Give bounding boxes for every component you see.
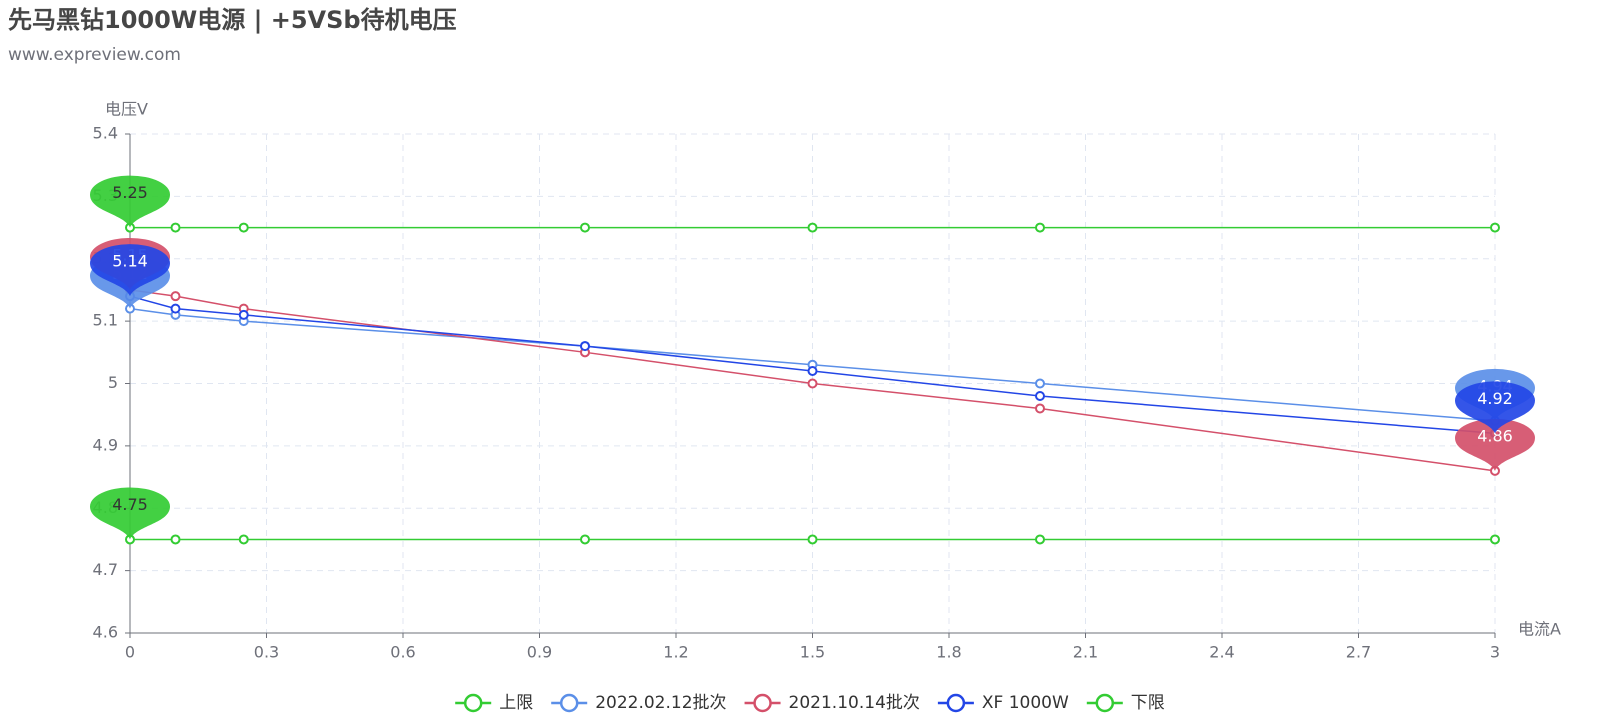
legend: 上限 2022.02.12批次 2021.10.14批次 XF 1000W 下限 bbox=[455, 693, 1165, 713]
point bbox=[170, 222, 181, 233]
y-tick-label: 5 bbox=[108, 373, 118, 392]
legend-label: 下限 bbox=[1131, 693, 1165, 713]
legend-marker bbox=[559, 693, 579, 713]
point bbox=[807, 222, 818, 233]
chart-title: 先马黑钻1000W电源 | +5VSb待机电压 bbox=[8, 6, 457, 34]
chart-subtitle: www.expreview.com bbox=[8, 45, 181, 65]
pin-label: 5.25 bbox=[112, 183, 148, 202]
legend-marker bbox=[1095, 693, 1115, 713]
y-tick-label: 5.4 bbox=[93, 124, 118, 143]
pin-label: 4.75 bbox=[112, 495, 148, 514]
pin bbox=[1455, 381, 1535, 434]
legend-marker bbox=[463, 693, 483, 713]
point bbox=[807, 378, 818, 389]
legend-label: XF 1000W bbox=[982, 693, 1069, 713]
point bbox=[1035, 390, 1045, 401]
y-tick-label: 4.6 bbox=[93, 623, 118, 642]
point bbox=[580, 534, 590, 545]
point bbox=[1490, 534, 1500, 545]
point bbox=[580, 341, 590, 352]
x-tick-label: 0.9 bbox=[527, 643, 552, 662]
point bbox=[1490, 222, 1500, 233]
y-tick-label: 4.7 bbox=[93, 560, 118, 579]
y-axis-label: 电压V bbox=[105, 100, 148, 119]
x-tick-label: 0.6 bbox=[390, 643, 415, 662]
y-tick-label: 4.9 bbox=[93, 435, 118, 454]
x-tick-label: 2.1 bbox=[1073, 643, 1098, 662]
point bbox=[170, 303, 181, 314]
point bbox=[1035, 403, 1045, 414]
point bbox=[1035, 534, 1045, 545]
x-tick-label: 1.2 bbox=[663, 643, 688, 662]
point bbox=[1035, 378, 1045, 389]
x-tick-label: 0.3 bbox=[254, 643, 279, 662]
point bbox=[238, 309, 249, 320]
x-tick-label: 3 bbox=[1490, 643, 1500, 662]
y-tick-label: 5.1 bbox=[93, 311, 118, 330]
x-axis-label: 电流A bbox=[1518, 620, 1561, 639]
pin-label: 5.14 bbox=[112, 252, 148, 271]
legend-label: 2022.02.12批次 bbox=[595, 693, 726, 713]
pin-label: 4.86 bbox=[1477, 426, 1513, 445]
legend-label: 2021.10.14批次 bbox=[789, 693, 920, 713]
point bbox=[238, 222, 249, 233]
point bbox=[170, 534, 181, 545]
point bbox=[170, 291, 181, 302]
point bbox=[580, 222, 590, 233]
legend-marker bbox=[946, 693, 966, 713]
x-tick-label: 1.5 bbox=[800, 643, 825, 662]
legend-label: 上限 bbox=[499, 693, 533, 713]
x-tick-label: 2.7 bbox=[1346, 643, 1371, 662]
pin bbox=[90, 175, 170, 228]
pin bbox=[90, 244, 170, 297]
point bbox=[238, 534, 249, 545]
pin-label: 4.92 bbox=[1477, 389, 1513, 408]
x-tick-label: 1.8 bbox=[936, 643, 961, 662]
point bbox=[1035, 222, 1045, 233]
point bbox=[807, 534, 818, 545]
pin bbox=[90, 487, 170, 540]
x-tick-label: 2.4 bbox=[1209, 643, 1234, 662]
x-tick-label: 0 bbox=[125, 643, 135, 662]
legend-marker bbox=[753, 693, 772, 713]
pin bbox=[1455, 418, 1535, 471]
point bbox=[807, 366, 818, 377]
